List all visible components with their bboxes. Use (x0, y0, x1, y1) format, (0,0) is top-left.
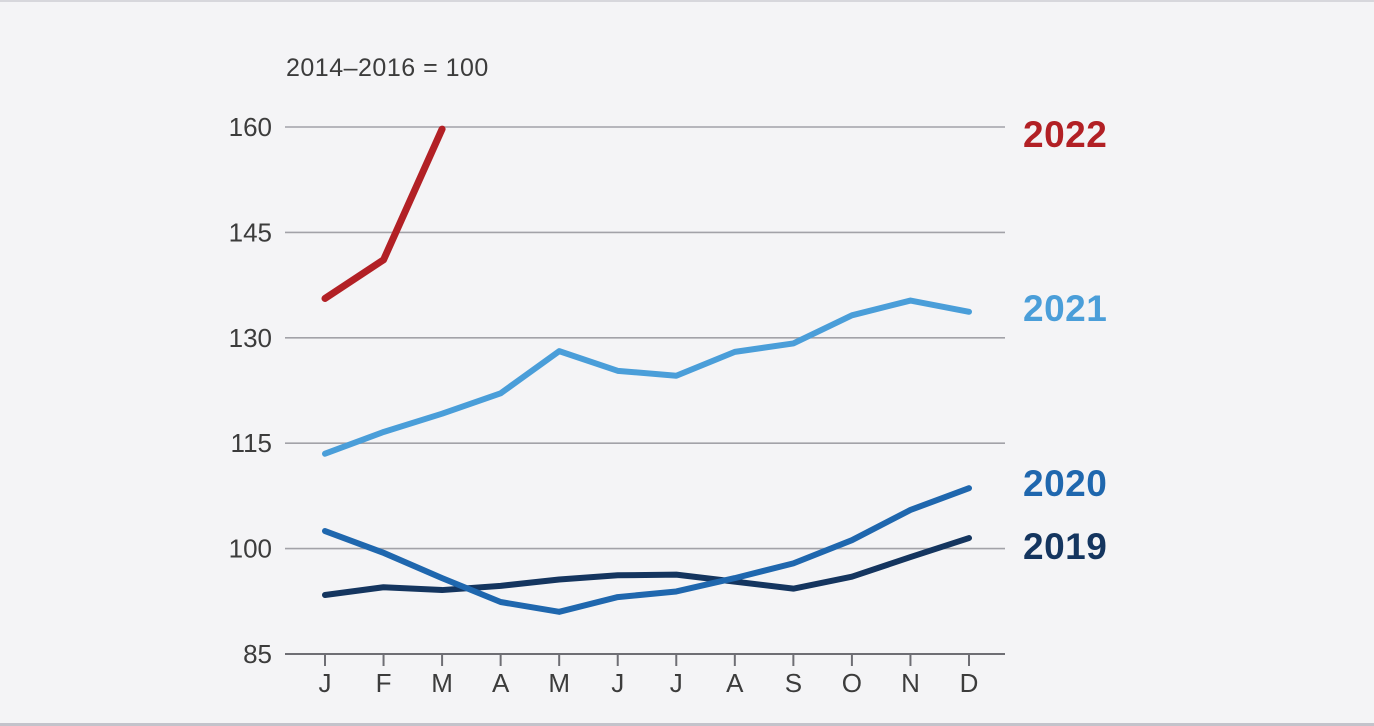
x-tick-label-11: D (960, 668, 979, 698)
series-line-2020 (322, 485, 972, 615)
x-tick-label-2: M (431, 668, 453, 698)
x-tick-label-5: J (611, 668, 624, 698)
y-tick-label-115: 115 (231, 428, 272, 458)
x-tick-label-1: F (376, 668, 392, 698)
x-tick-label-3: A (492, 668, 510, 698)
series-line-2021 (322, 297, 972, 457)
y-tick-label-145: 145 (229, 217, 272, 247)
x-tick-label-8: S (785, 668, 802, 698)
y-tick-label-85: 85 (243, 639, 272, 669)
series-line-2022 (321, 125, 446, 302)
y-tick-label-160: 160 (229, 112, 272, 142)
y-tick-label-130: 130 (229, 323, 272, 353)
x-tick-label-7: A (726, 668, 744, 698)
chart-subtitle: 2014–2016 = 100 (286, 54, 489, 82)
series-line-2019 (322, 535, 972, 598)
x-tick-label-9: O (842, 668, 862, 698)
y-tick-label-100: 100 (229, 534, 272, 564)
x-tick-label-6: J (670, 668, 683, 698)
x-tick-label-10: N (901, 668, 920, 698)
x-tick-label-4: M (548, 668, 570, 698)
x-tick-label-0: J (319, 668, 332, 698)
